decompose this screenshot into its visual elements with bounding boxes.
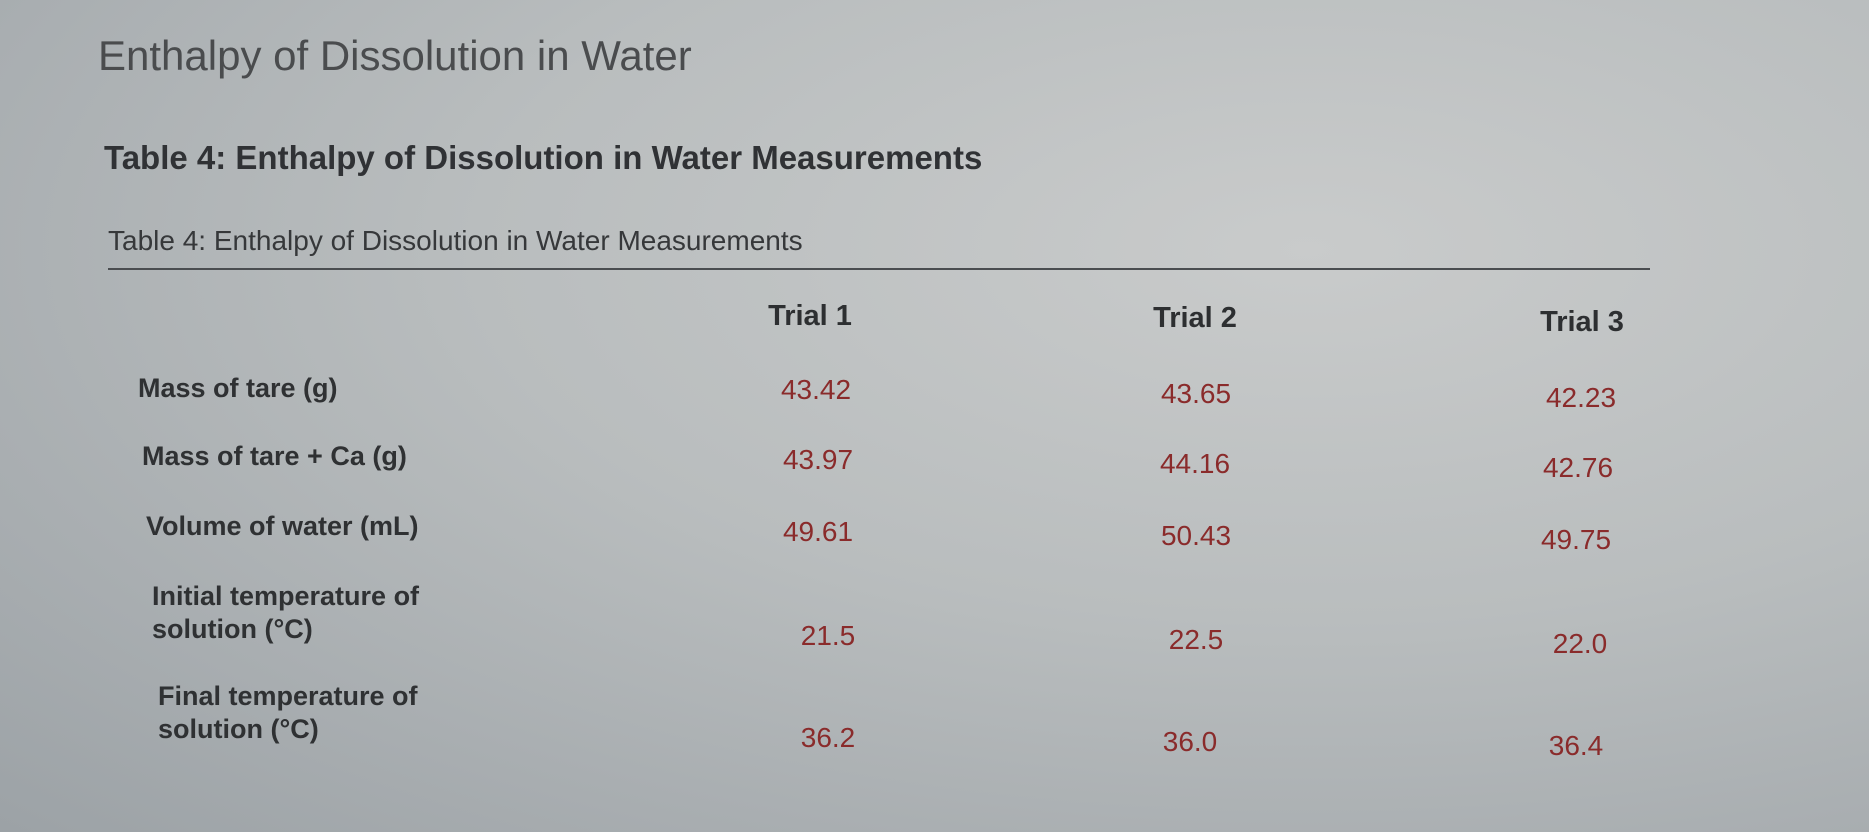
column-header-trial-1: Trial 1 bbox=[768, 300, 852, 332]
cell-initial-temperature-trial-3: 22.0 bbox=[1552, 628, 1608, 659]
cell-mass-of-tare-trial-3: 42.23 bbox=[1545, 382, 1617, 413]
row-label-final-temperature: Final temperature of solution (°C) bbox=[158, 681, 418, 744]
cell-initial-temperature-trial-2: 22.5 bbox=[1168, 624, 1224, 655]
row-label-mass-of-tare: Mass of tare (g) bbox=[138, 373, 338, 403]
column-header-trial-3: Trial 3 bbox=[1540, 306, 1624, 338]
row-label-mass-of-tare-plus-ca: Mass of tare + Ca (g) bbox=[142, 441, 407, 471]
page-heading: Enthalpy of Dissolution in Water bbox=[98, 32, 692, 79]
cell-final-temperature-trial-2: 36.0 bbox=[1162, 726, 1218, 757]
row-label-volume-of-water: Volume of water (mL) bbox=[146, 511, 419, 541]
column-header-trial-2: Trial 2 bbox=[1153, 302, 1237, 334]
cell-volume-of-water-trial-2: 50.43 bbox=[1160, 520, 1232, 551]
cell-initial-temperature-trial-1: 21.5 bbox=[800, 620, 856, 651]
cell-mass-of-tare-plus-ca-trial-3: 42.76 bbox=[1542, 452, 1614, 483]
caption-divider bbox=[108, 268, 1650, 270]
cell-volume-of-water-trial-1: 49.61 bbox=[782, 516, 854, 547]
cell-mass-of-tare-plus-ca-trial-1: 43.97 bbox=[782, 444, 854, 475]
cell-mass-of-tare-trial-1: 43.42 bbox=[780, 374, 852, 405]
cell-final-temperature-trial-3: 36.4 bbox=[1548, 730, 1604, 761]
table-caption: Table 4: Enthalpy of Dissolution in Wate… bbox=[108, 225, 803, 256]
row-label-initial-temperature: Initial temperature of solution (°C) bbox=[152, 581, 420, 644]
cell-final-temperature-trial-1: 36.2 bbox=[800, 722, 856, 753]
cell-mass-of-tare-trial-2: 43.65 bbox=[1160, 378, 1232, 409]
cell-mass-of-tare-plus-ca-trial-2: 44.16 bbox=[1159, 448, 1231, 479]
section-title: Table 4: Enthalpy of Dissolution in Wate… bbox=[104, 139, 983, 176]
cell-volume-of-water-trial-3: 49.75 bbox=[1540, 524, 1612, 555]
